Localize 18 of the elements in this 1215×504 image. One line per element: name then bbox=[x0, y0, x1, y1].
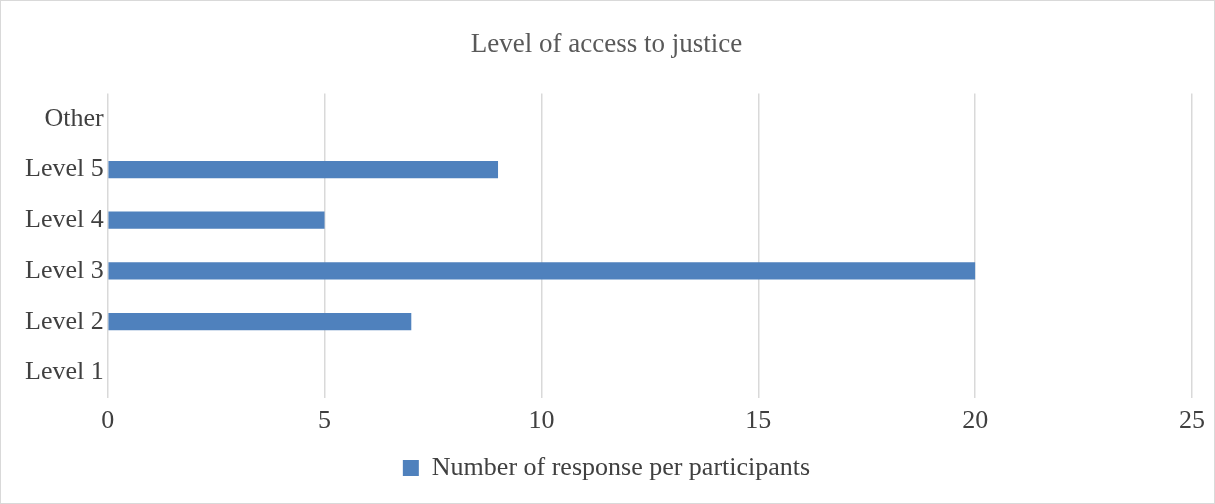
y-tick-label: Level 1 bbox=[25, 356, 104, 386]
y-tick-label: Level 2 bbox=[25, 305, 104, 335]
y-tick-label: Level 5 bbox=[25, 153, 104, 183]
x-tick-label: 15 bbox=[745, 405, 772, 435]
x-tick-label: 20 bbox=[962, 405, 989, 435]
bar bbox=[108, 211, 325, 229]
x-tick-label: 25 bbox=[1179, 405, 1205, 435]
y-tick-label: Level 4 bbox=[25, 204, 104, 234]
y-tick-label: Other bbox=[44, 102, 105, 132]
y-tick-label: Level 3 bbox=[25, 254, 104, 284]
x-tick-label: 5 bbox=[318, 405, 332, 435]
chart-title: Level of access to justice bbox=[470, 28, 743, 59]
legend-label: Number of response per participants bbox=[431, 451, 811, 481]
x-tick-label: 10 bbox=[528, 405, 555, 435]
x-tick-label: 0 bbox=[101, 405, 115, 435]
bar bbox=[108, 160, 499, 179]
bar bbox=[108, 262, 976, 280]
bar bbox=[108, 313, 412, 331]
